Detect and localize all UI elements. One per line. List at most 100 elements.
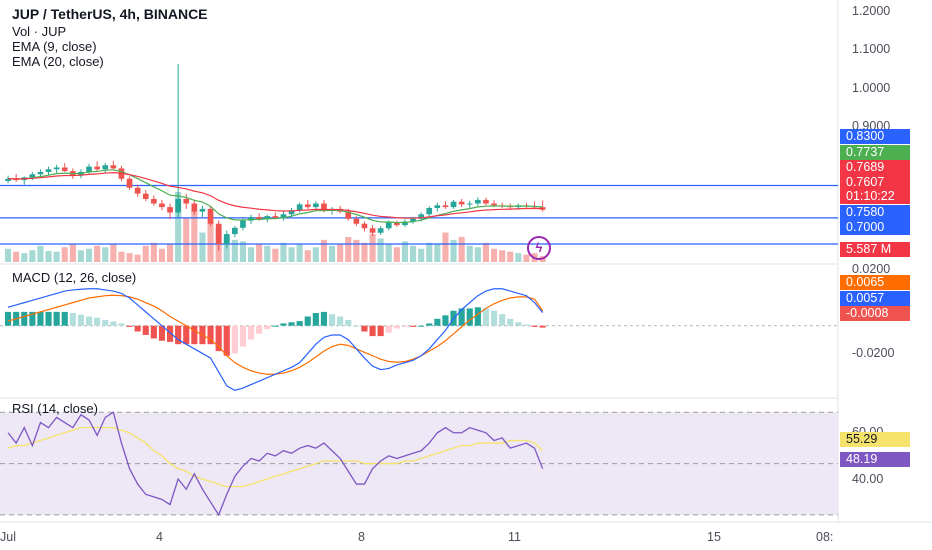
volume-bar: [231, 239, 238, 262]
macd-legend[interactable]: MACD (12, 26, close): [12, 270, 137, 285]
volume-bar: [466, 245, 473, 262]
volume-bar: [21, 253, 28, 262]
macd-histogram-bar: [361, 325, 368, 332]
macd-histogram-bar: [320, 311, 328, 326]
macd-histogram-bar: [377, 325, 384, 337]
candle-body: [426, 208, 433, 215]
macd-signal-tag: 0.0065: [840, 275, 910, 290]
volume-bar: [239, 241, 247, 262]
macd-line: [7, 288, 544, 392]
candle-body: [410, 218, 416, 222]
volume-bar: [482, 242, 490, 262]
macd-histogram-bar: [482, 308, 490, 326]
volume-bar: [385, 244, 392, 262]
volume-bar: [77, 250, 85, 262]
macd-histogram-bar: [458, 308, 465, 326]
candle-body: [102, 165, 109, 170]
volume-bar: [304, 250, 311, 262]
candle-body: [175, 199, 181, 213]
candle-body: [458, 201, 465, 205]
volume-bar: [401, 241, 409, 262]
macd-histogram-bar: [264, 325, 271, 330]
ema9-tag: 0.7737: [840, 145, 910, 160]
candle-body: [110, 165, 117, 169]
volume-bar: [434, 244, 441, 262]
rsi-ma-tag: 55.29: [840, 432, 910, 447]
volume-bar: [288, 247, 295, 262]
macd-histogram-bar: [215, 325, 222, 352]
candle-body: [321, 203, 327, 211]
time-tick: Jul: [0, 530, 16, 544]
volume-bar: [450, 239, 457, 262]
price-tick: 1.2000: [852, 4, 891, 18]
candle-body: [491, 203, 497, 206]
volume-tag: 5.587 M: [840, 242, 910, 257]
volume-bar: [345, 236, 352, 262]
macd-tick: -0.0200: [852, 346, 895, 360]
volume-bar: [207, 221, 214, 262]
volume-bar: [393, 247, 400, 262]
volume-bar: [409, 245, 417, 262]
macd-histogram-bar: [166, 325, 174, 342]
volume-bar: [426, 242, 433, 262]
candle-body: [475, 199, 481, 204]
rsi-legend[interactable]: RSI (14, close): [12, 401, 98, 416]
volume-bar: [61, 247, 68, 262]
macd-histogram-bar: [539, 325, 546, 328]
volume-bar: [320, 239, 328, 262]
lightning-icon[interactable]: ϟ: [527, 236, 551, 260]
volume-bar: [110, 244, 117, 262]
candle-body: [86, 166, 92, 172]
ema9-legend[interactable]: EMA (9, close): [12, 39, 97, 54]
volume-bar: [474, 247, 481, 262]
level-tag-0830: 0.8300: [840, 129, 910, 144]
time-tick: 15: [707, 530, 721, 544]
volume-bar: [183, 217, 190, 262]
candle-body: [434, 205, 441, 208]
candle-body: [361, 223, 368, 229]
candle-body: [280, 214, 287, 218]
candle-body: [159, 203, 165, 208]
time-tick: 8: [358, 530, 365, 544]
candle-body: [94, 166, 100, 170]
macd-signal-line: [7, 294, 544, 375]
volume-bar: [175, 192, 182, 262]
macd-histogram-bar: [126, 325, 133, 327]
macd-histogram-bar: [409, 325, 417, 327]
macd-histogram-bar: [223, 325, 230, 356]
candle-body: [215, 223, 222, 244]
volume-bar: [296, 244, 303, 262]
macd-histogram-bar: [142, 325, 149, 335]
level-tag-0758: 0.7580: [840, 205, 910, 220]
macd-histogram-bar: [531, 325, 538, 327]
volume-bar: [353, 239, 360, 262]
candle-body: [191, 203, 198, 212]
volume-bar: [191, 210, 198, 262]
macd-histogram-bar: [158, 325, 166, 341]
time-tick: 11: [508, 530, 521, 544]
ema20-legend[interactable]: EMA (20, close): [12, 54, 104, 69]
volume-bar: [490, 248, 498, 262]
macd-histogram-bar: [490, 310, 498, 326]
macd-histogram-bar: [239, 325, 247, 347]
volume-bar: [312, 247, 319, 262]
bar-countdown: 01:10:22: [846, 189, 895, 203]
macd-tick: 0.0200: [852, 262, 891, 276]
candle-body: [207, 208, 214, 224]
macd-histogram-bar: [280, 323, 287, 326]
time-tick: 4: [156, 530, 163, 544]
macd-histogram-bar: [102, 319, 109, 326]
volume-legend[interactable]: Vol · JUP: [12, 24, 67, 39]
candle-body: [199, 208, 206, 212]
macd-histogram-bar: [418, 325, 425, 327]
volume-bar: [199, 232, 206, 262]
macd-histogram-bar: [150, 325, 157, 339]
macd-histogram-bar: [393, 325, 400, 329]
macd-histogram-bar: [304, 316, 311, 326]
volume-bar: [247, 247, 255, 262]
candle-body: [142, 193, 149, 199]
candle-body: [248, 217, 254, 221]
candle-body: [264, 216, 271, 220]
volume-bar: [458, 236, 465, 262]
